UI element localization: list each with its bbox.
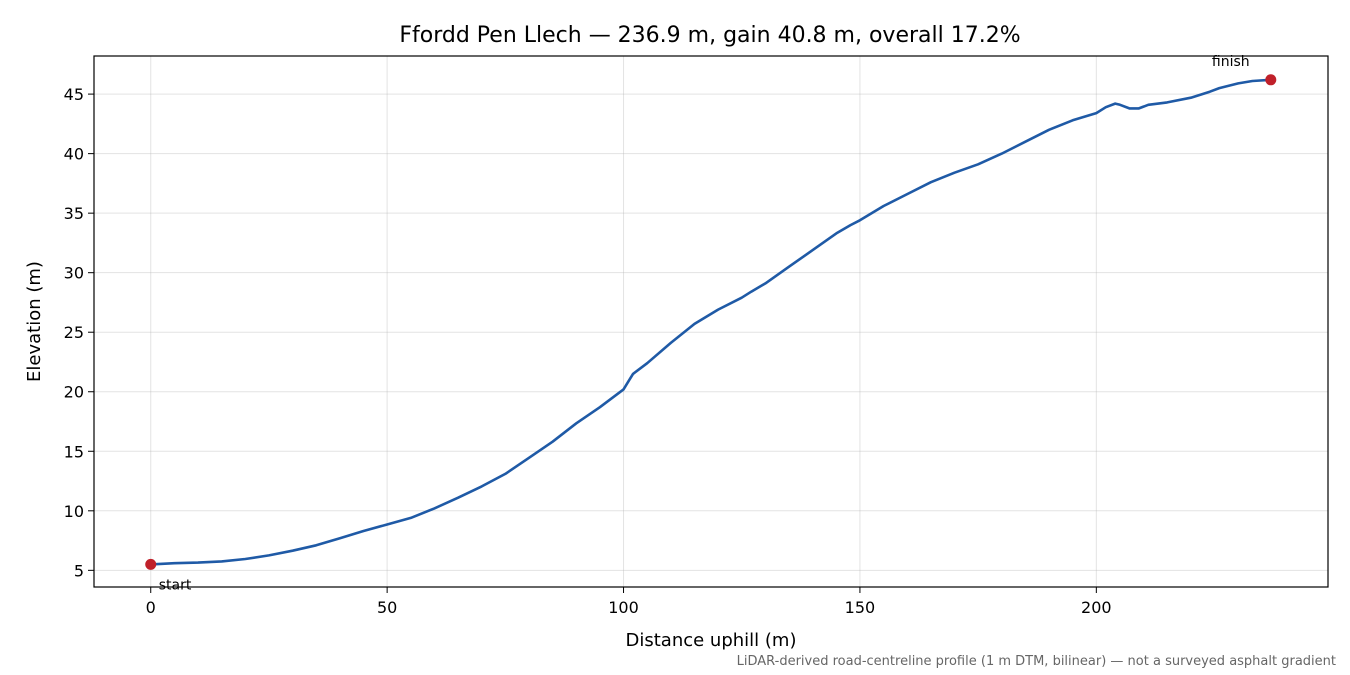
y-tick-label: 45 <box>64 85 84 104</box>
chart-title: Ffordd Pen Llech — 236.9 m, gain 40.8 m,… <box>399 23 1020 48</box>
y-tick-label: 30 <box>64 264 84 283</box>
x-tick-label: 200 <box>1081 598 1112 617</box>
y-tick-label: 20 <box>64 383 84 402</box>
start-label: start <box>159 577 192 593</box>
gridlines <box>94 56 1328 587</box>
x-tick-label: 50 <box>377 598 397 617</box>
axis-ticks: 0 50 100 150 200 5 10 15 20 25 30 35 40 45 <box>64 85 1112 617</box>
y-axis-label: Elevation (m) <box>24 261 45 382</box>
x-tick-label: 100 <box>608 598 639 617</box>
y-tick-label: 15 <box>64 442 84 461</box>
y-tick-label: 40 <box>64 145 84 164</box>
finish-label: finish <box>1212 54 1250 70</box>
endpoint-markers: start finish <box>145 54 1277 593</box>
y-tick-label: 10 <box>64 502 84 521</box>
start-marker <box>145 558 157 570</box>
x-tick-label: 150 <box>845 598 876 617</box>
y-tick-label: 35 <box>64 204 84 223</box>
y-tick-label: 5 <box>74 561 84 580</box>
finish-marker <box>1265 74 1277 86</box>
elevation-line <box>149 78 1273 566</box>
footnote: LiDAR-derived road-centreline profile (1… <box>737 654 1336 669</box>
y-tick-label: 25 <box>64 323 84 342</box>
plot-frame <box>93 55 1329 588</box>
x-axis-label: Distance uphill (m) <box>626 630 797 651</box>
x-tick-label: 0 <box>146 598 156 617</box>
